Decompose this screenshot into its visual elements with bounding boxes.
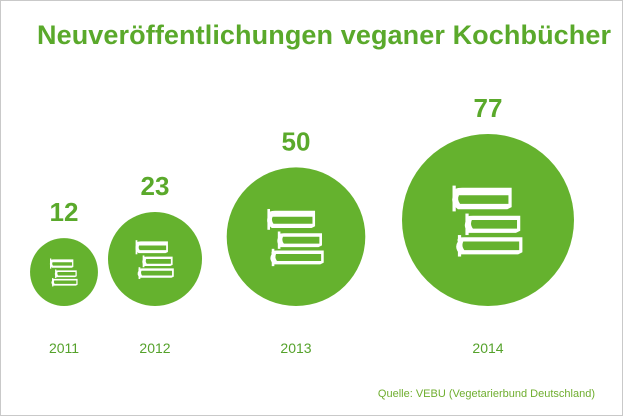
value-label: 77: [474, 93, 503, 123]
bubble-2014: 77 2014: [402, 93, 574, 356]
year-label: 2012: [139, 340, 170, 356]
bubble-2012: 23 2012: [107, 171, 203, 356]
bubble-2013: 50 2013: [226, 126, 366, 356]
bubble-2011: 12 2011: [30, 197, 98, 356]
value-label: 23: [141, 171, 170, 201]
chart-title: Neuveröffentlichungen veganer Kochbücher: [37, 20, 612, 50]
year-label: 2011: [49, 340, 79, 356]
year-label: 2013: [280, 340, 311, 356]
year-label: 2014: [472, 340, 503, 356]
source-note: Quelle: VEBU (Vegetarierbund Deutschland…: [377, 388, 595, 400]
value-label: 12: [50, 197, 79, 227]
value-label: 50: [282, 126, 311, 156]
